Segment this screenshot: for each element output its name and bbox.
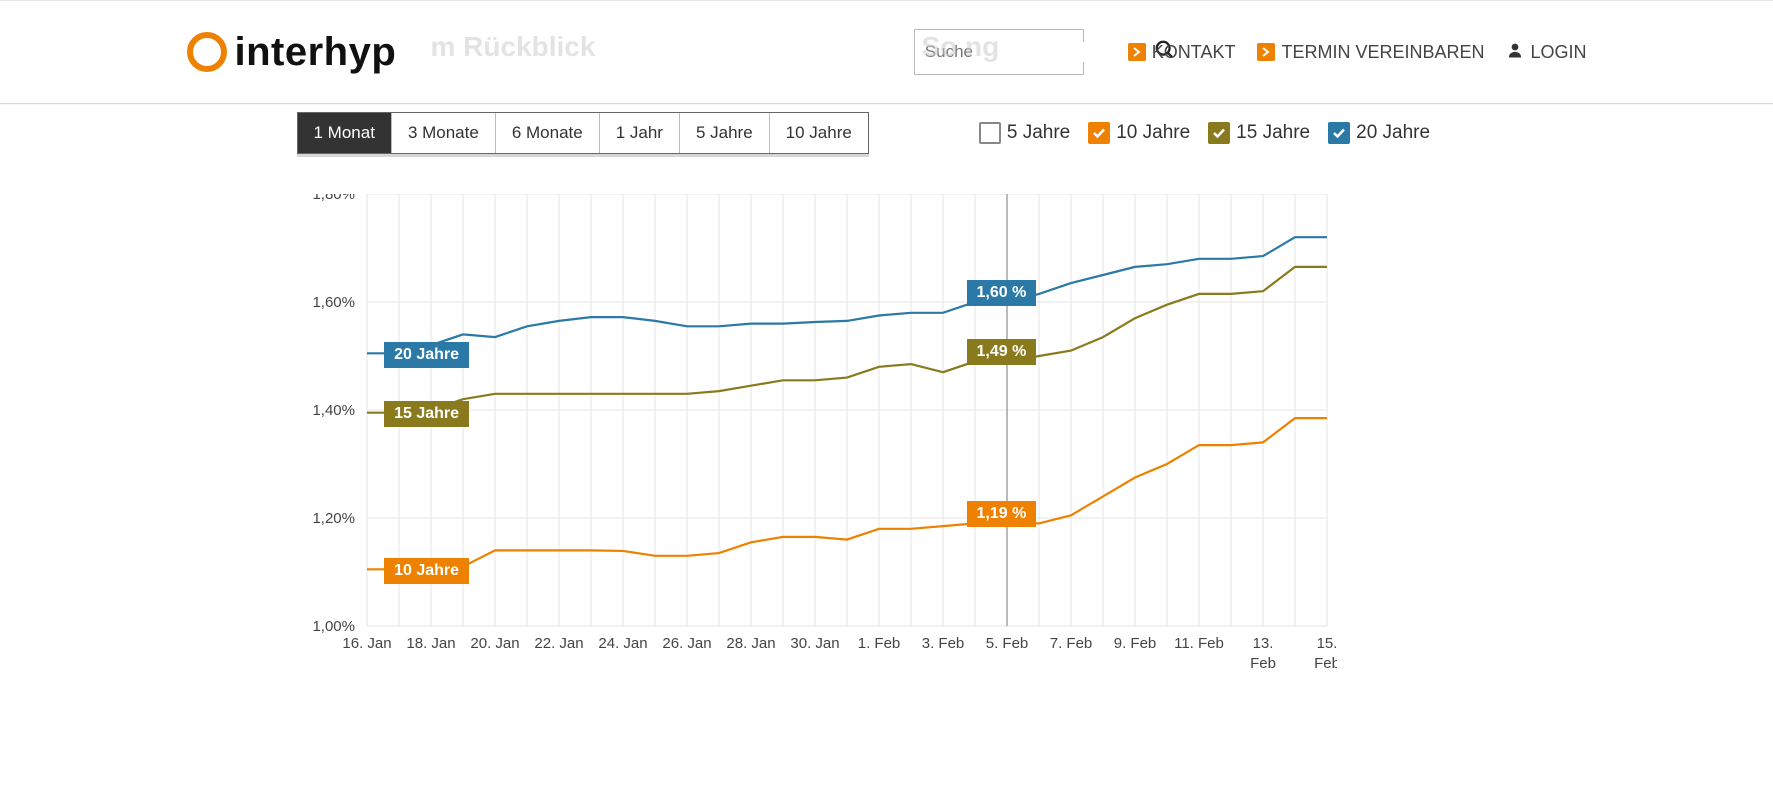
series-start-label-15-jahre: 15 Jahre — [384, 401, 469, 427]
legend-item-label: 10 Jahre — [1116, 122, 1190, 144]
legend-item-15-jahre[interactable]: 15 Jahre — [1208, 122, 1310, 144]
chevron-right-icon — [1128, 43, 1146, 61]
tab-3-monate[interactable]: 3 Monate — [392, 113, 496, 153]
tab-1-monat[interactable]: 1 Monat — [298, 113, 392, 153]
logo-text: interhyp — [235, 30, 397, 75]
series-value-label-20-jahre: 1,60 % — [967, 280, 1037, 306]
nav-termin[interactable]: TERMIN VEREINBAREN — [1257, 42, 1484, 63]
legend-item-5-jahre[interactable]: 5 Jahre — [979, 122, 1070, 144]
svg-text:9. Feb: 9. Feb — [1113, 635, 1156, 652]
checkbox-checked-icon — [1208, 122, 1230, 144]
series-start-label-10-jahre: 10 Jahre — [384, 558, 469, 584]
logo-icon — [187, 32, 227, 72]
svg-text:28. Jan: 28. Jan — [726, 635, 775, 652]
chart: 1,00% 1,20% 1,40% 1,60% 1,80% 16. Jan 18. Jan 2… — [297, 194, 1587, 686]
nav-login-label: LOGIN — [1530, 42, 1586, 63]
nav-right: KONTAKT TERMIN VEREINBAREN LOGIN — [1128, 41, 1587, 64]
legend-item-label: 15 Jahre — [1236, 122, 1310, 144]
nav-login[interactable]: LOGIN — [1506, 41, 1586, 64]
tab-5-jahre[interactable]: 5 Jahre — [680, 113, 770, 153]
svg-text:3. Feb: 3. Feb — [921, 635, 964, 652]
svg-text:16. Jan: 16. Jan — [342, 635, 391, 652]
svg-text:1,20%: 1,20% — [312, 510, 355, 527]
line-chart-svg: 1,00% 1,20% 1,40% 1,60% 1,80% 16. Jan 18. Jan 2… — [297, 194, 1337, 686]
tab-6-monate[interactable]: 6 Monate — [496, 113, 600, 153]
svg-text:7. Feb: 7. Feb — [1049, 635, 1092, 652]
nav-kontakt-label: KONTAKT — [1152, 42, 1236, 63]
svg-text:1,80%: 1,80% — [312, 194, 355, 203]
checkbox-checked-icon — [1328, 122, 1350, 144]
bg-title-left: m Rückblick — [431, 31, 596, 63]
svg-text:26. Jan: 26. Jan — [662, 635, 711, 652]
legend-item-20-jahre[interactable]: 20 Jahre — [1328, 122, 1430, 144]
svg-text:1,40%: 1,40% — [312, 402, 355, 419]
legend-item-10-jahre[interactable]: 10 Jahre — [1088, 122, 1190, 144]
svg-text:15.: 15. — [1316, 635, 1336, 652]
legend: 5 Jahre 10 Jahre 15 Jahre 20 Jahre — [979, 122, 1430, 144]
svg-text:1,00%: 1,00% — [312, 618, 355, 635]
time-range-tabs: 1 Monat3 Monate6 Monate1 Jahr5 Jahre10 J… — [297, 112, 869, 154]
svg-text:Feb: Feb — [1314, 655, 1337, 672]
checkbox-checked-icon — [1088, 122, 1110, 144]
legend-item-label: 20 Jahre — [1356, 122, 1430, 144]
svg-text:11. Feb: 11. Feb — [1174, 635, 1224, 652]
tab-1-jahr[interactable]: 1 Jahr — [600, 113, 680, 153]
svg-text:Feb: Feb — [1250, 655, 1276, 672]
nav-termin-label: TERMIN VEREINBAREN — [1281, 42, 1484, 63]
svg-text:30. Jan: 30. Jan — [790, 635, 839, 652]
logo[interactable]: interhyp — [187, 30, 397, 75]
series-value-label-10-jahre: 1,19 % — [967, 501, 1037, 527]
user-icon — [1506, 41, 1524, 64]
svg-text:5. Feb: 5. Feb — [985, 635, 1028, 652]
svg-text:22. Jan: 22. Jan — [534, 635, 583, 652]
svg-text:13.: 13. — [1252, 635, 1273, 652]
tab-10-jahre[interactable]: 10 Jahre — [770, 113, 868, 153]
chevron-right-icon — [1257, 43, 1275, 61]
svg-text:18. Jan: 18. Jan — [406, 635, 455, 652]
svg-text:1. Feb: 1. Feb — [857, 635, 900, 652]
top-header: m Rückblick So ng interhyp — [0, 0, 1773, 104]
legend-item-label: 5 Jahre — [1007, 122, 1070, 144]
svg-text:1,60%: 1,60% — [312, 294, 355, 311]
series-value-label-15-jahre: 1,49 % — [967, 339, 1037, 365]
svg-text:20. Jan: 20. Jan — [470, 635, 519, 652]
series-start-label-20-jahre: 20 Jahre — [384, 342, 469, 368]
nav-kontakt[interactable]: KONTAKT — [1128, 42, 1236, 63]
bg-title-right: So ng — [922, 31, 1000, 63]
svg-text:24. Jan: 24. Jan — [598, 635, 647, 652]
checkbox-unchecked-icon — [979, 122, 1001, 144]
